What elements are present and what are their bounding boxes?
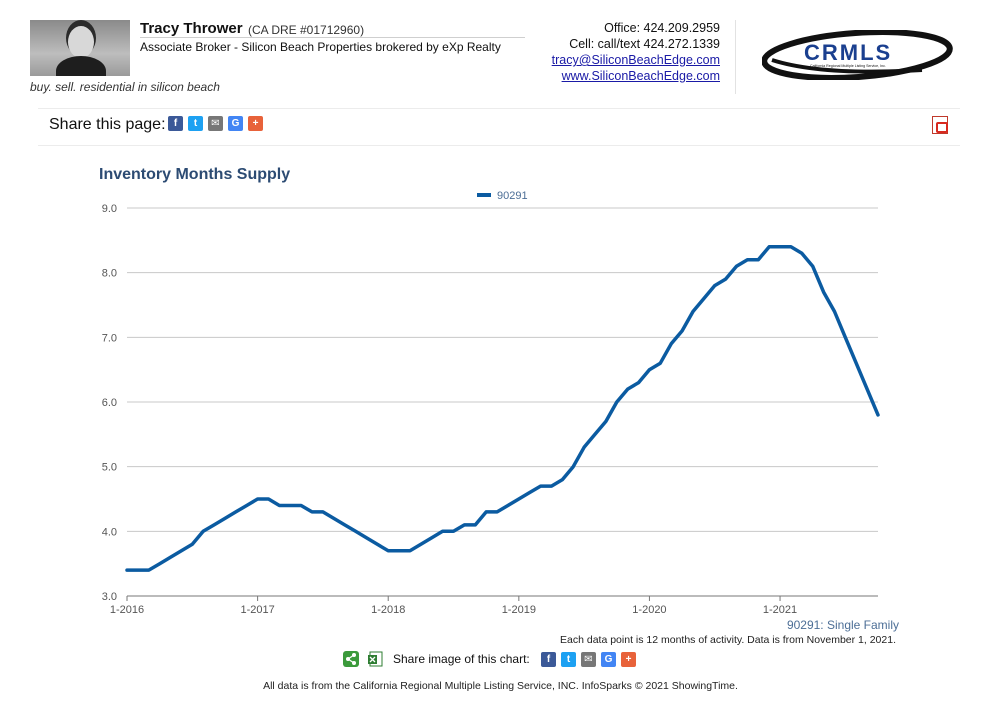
share-page-bar: Share this page: f t ✉ G + [38, 108, 960, 146]
more-share-icon[interactable]: + [248, 116, 263, 131]
facebook-icon[interactable]: f [541, 652, 556, 667]
agent-dre-number: (CA DRE #01712960) [248, 23, 365, 37]
twitter-icon[interactable]: t [188, 116, 203, 131]
contact-block: Office: 424.209.2959 Cell: call/text 424… [552, 20, 720, 84]
agent-photo-body [56, 56, 106, 76]
x-tick-label: 1-2020 [632, 604, 666, 616]
cell-phone: Cell: call/text 424.272.1339 [569, 37, 720, 51]
chart-plot: 3.0 4.0 5.0 6.0 7.0 8.0 9.0 1-2016 1-2017 1-2018 1… [102, 190, 880, 616]
excel-export-icon[interactable] [368, 651, 384, 667]
email-icon[interactable]: ✉ [208, 116, 223, 131]
facebook-icon[interactable]: f [168, 116, 183, 131]
y-tick-label: 3.0 [102, 591, 117, 603]
logo-subtext: California Regional Multiple Listing Ser… [810, 64, 886, 68]
google-icon[interactable]: G [228, 116, 243, 131]
y-tick-label: 8.0 [102, 268, 117, 280]
agent-photo-head [68, 26, 94, 58]
chart-title: Inventory Months Supply [99, 166, 291, 183]
footer-note: All data is from the California Regional… [263, 680, 738, 692]
share-image-label: Share image of this chart: [393, 652, 530, 666]
logo-swoosh-lower [771, 58, 923, 74]
logo-wordmark: CRMLS [804, 40, 892, 65]
agent-tagline: buy. sell. residential in silicon beach [30, 80, 220, 94]
twitter-icon[interactable]: t [561, 652, 576, 667]
crmls-logo: CRMLS California Regional Multiple Listi… [762, 30, 953, 80]
pdf-download-icon[interactable] [932, 116, 948, 134]
series-line [125, 245, 880, 572]
agent-photo [30, 20, 130, 76]
share-chart-icon[interactable] [343, 651, 359, 667]
header-divider [735, 20, 736, 94]
x-tick-label: 1-2017 [240, 604, 274, 616]
x-tick-label: 1-2019 [502, 604, 536, 616]
logo-swoosh [762, 30, 953, 80]
office-phone: Office: 424.209.2959 [604, 21, 720, 35]
y-tick-label: 9.0 [102, 203, 117, 215]
website-link[interactable]: www.SiliconBeachEdge.com [561, 69, 720, 83]
agent-name: Tracy Thrower [140, 20, 243, 37]
y-tick-label: 5.0 [102, 462, 117, 474]
agent-header: Tracy Thrower (CA DRE #01712960) Associa… [0, 0, 1001, 100]
agent-title: Associate Broker - Silicon Beach Propert… [140, 40, 501, 54]
chart-container: Inventory Months Supply 3.0 4.0 5.0 6.0 7.0 8… [0, 150, 1001, 710]
google-icon[interactable]: G [601, 652, 616, 667]
x-tick-label: 1-2018 [371, 604, 405, 616]
x-tick-label: 1-2016 [110, 604, 144, 616]
more-share-icon[interactable]: + [621, 652, 636, 667]
email-link[interactable]: tracy@SiliconBeachEdge.com [551, 53, 720, 67]
email-icon[interactable]: ✉ [581, 652, 596, 667]
data-note: Each data point is 12 months of activity… [560, 634, 896, 646]
agent-divider [140, 37, 525, 38]
share-page-label: Share this page: [49, 116, 166, 133]
legend-label: 90291 [497, 190, 528, 202]
y-tick-label: 7.0 [102, 332, 117, 344]
y-tick-label: 4.0 [102, 526, 117, 538]
y-tick-label: 6.0 [102, 397, 117, 409]
x-tick-label: 1-2021 [763, 604, 797, 616]
series-description: 90291: Single Family [786, 618, 899, 632]
